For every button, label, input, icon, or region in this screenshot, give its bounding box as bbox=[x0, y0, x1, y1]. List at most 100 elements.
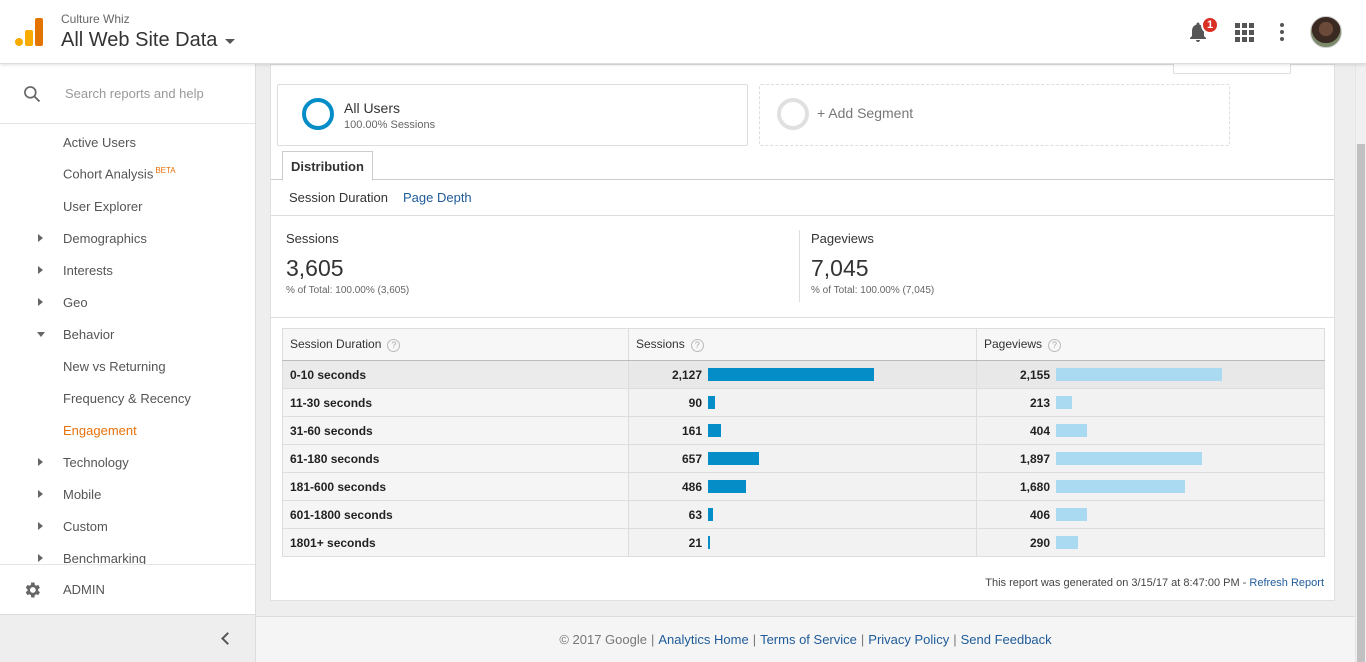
sidebar-item-frequency-recency[interactable]: Frequency & Recency bbox=[0, 382, 255, 414]
sidebar-item-active-users[interactable]: Active Users bbox=[0, 126, 255, 158]
sidebar-item-custom[interactable]: Custom bbox=[0, 510, 255, 542]
more-vert-icon[interactable] bbox=[1270, 20, 1294, 44]
help-icon[interactable]: ? bbox=[1048, 338, 1062, 352]
pageviews-value: 404 bbox=[1029, 424, 1050, 438]
sidebar-item-mobile[interactable]: Mobile bbox=[0, 478, 255, 510]
pageviews-value: 2,155 bbox=[1019, 368, 1050, 382]
pageviews-value: 213 bbox=[1029, 396, 1050, 410]
table-header-row: Session Duration? Sessions? Pageviews? bbox=[282, 328, 1325, 361]
collapse-sidebar-button[interactable] bbox=[0, 614, 255, 662]
sidebar-item-label: Mobile bbox=[63, 486, 102, 502]
pageviews-cell: 404 bbox=[976, 416, 1325, 445]
property-name: All Web Site Data bbox=[61, 29, 218, 51]
footer-separator: | bbox=[752, 632, 757, 647]
add-segment-button[interactable]: + Add Segment bbox=[759, 84, 1230, 146]
pageviews-bar bbox=[1056, 508, 1087, 521]
search-icon bbox=[24, 86, 41, 103]
pageviews-cell: 290 bbox=[976, 528, 1325, 557]
property-selector[interactable]: All Web Site Data bbox=[61, 29, 236, 52]
sidebar-item-behavior[interactable]: Behavior bbox=[0, 318, 255, 350]
table-row: 1801+ seconds 21 290 bbox=[282, 528, 1325, 557]
apps-grid-icon[interactable] bbox=[1232, 20, 1256, 44]
sidebar-item-new-vs-returning[interactable]: New vs Returning bbox=[0, 350, 255, 382]
footer-link-terms[interactable]: Terms of Service bbox=[760, 632, 857, 647]
pageviews-metric: Pageviews 7,045 % of Total: 100.00% (7,0… bbox=[811, 231, 934, 296]
col-sessions[interactable]: Sessions? bbox=[628, 328, 977, 361]
sessions-cell: 657 bbox=[628, 444, 977, 473]
col-label: Pageviews bbox=[984, 337, 1043, 352]
sidebar-item-label: Geo bbox=[63, 294, 88, 310]
col-label: Sessions bbox=[636, 337, 685, 352]
sessions-value: 90 bbox=[688, 396, 702, 410]
sidebar-item-demographics[interactable]: Demographics bbox=[0, 222, 255, 254]
sidebar-item-cohort-analysis[interactable]: Cohort Analysis BETA bbox=[0, 158, 255, 190]
report-generated-note: This report was generated on 3/15/17 at … bbox=[985, 577, 1324, 589]
pageviews-value: 7,045 bbox=[811, 255, 869, 281]
footer-link-privacy[interactable]: Privacy Policy bbox=[868, 632, 950, 647]
footer-link-analytics-home[interactable]: Analytics Home bbox=[658, 632, 749, 647]
pageviews-cell: 213 bbox=[976, 388, 1325, 417]
scrollbar-thumb[interactable] bbox=[1357, 144, 1365, 662]
table-row: 11-30 seconds 90 213 bbox=[282, 388, 1325, 417]
sessions-value: 486 bbox=[681, 480, 702, 494]
analytics-logo-icon[interactable] bbox=[15, 18, 43, 46]
table-body: 0-10 seconds 2,127 2,155 11-30 seconds 90 213… bbox=[282, 360, 1325, 557]
summary-metrics: Sessions 3,605 % of Total: 100.00% (3,60… bbox=[271, 216, 1334, 318]
sessions-value: 2,127 bbox=[671, 368, 702, 382]
collapse-arrow-icon bbox=[37, 331, 45, 337]
row-dimension: 31-60 seconds bbox=[282, 416, 629, 445]
sidebar-item-geo[interactable]: Geo bbox=[0, 286, 255, 318]
sidebar-item-technology[interactable]: Technology bbox=[0, 446, 255, 478]
toolbar-fragment bbox=[1173, 61, 1291, 74]
account-name: Culture Whiz bbox=[61, 12, 130, 26]
expand-arrow-icon bbox=[38, 522, 43, 530]
segment-all-users[interactable]: All Users 100.00% Sessions bbox=[277, 84, 748, 146]
footer-link-feedback[interactable]: Send Feedback bbox=[960, 632, 1052, 647]
add-segment-label: + Add Segment bbox=[817, 105, 914, 121]
col-label: Session Duration bbox=[290, 337, 382, 352]
sessions-bar bbox=[708, 452, 759, 465]
top-header: Culture Whiz All Web Site Data 1 bbox=[0, 0, 1366, 64]
page-scrollbar[interactable] bbox=[1355, 64, 1366, 662]
sidebar-item-interests[interactable]: Interests bbox=[0, 254, 255, 286]
pageviews-label: Pageviews bbox=[811, 231, 874, 246]
refresh-report-link[interactable]: Refresh Report bbox=[1249, 577, 1324, 589]
metric-divider bbox=[799, 230, 800, 302]
pageviews-cell: 1,680 bbox=[976, 472, 1325, 501]
admin-button[interactable]: ADMIN bbox=[0, 564, 255, 614]
table-row: 601-1800 seconds 63 406 bbox=[282, 500, 1325, 529]
tab-distribution[interactable]: Distribution bbox=[282, 151, 373, 181]
pageviews-value: 1,897 bbox=[1019, 452, 1050, 466]
sessions-value: 3,605 bbox=[286, 255, 344, 281]
footer-separator: | bbox=[650, 632, 655, 647]
beta-badge: BETA bbox=[155, 166, 176, 176]
col-pageviews[interactable]: Pageviews? bbox=[976, 328, 1325, 361]
help-icon[interactable]: ? bbox=[387, 338, 401, 352]
sessions-bar bbox=[708, 480, 746, 493]
sessions-value: 63 bbox=[688, 508, 702, 522]
search-box[interactable]: Search reports and help bbox=[0, 64, 255, 124]
user-avatar[interactable] bbox=[1310, 16, 1342, 48]
pageviews-value: 290 bbox=[1029, 536, 1050, 550]
expand-arrow-icon bbox=[38, 490, 43, 498]
pageviews-bar bbox=[1056, 368, 1222, 381]
admin-label: ADMIN bbox=[63, 582, 105, 597]
sessions-cell: 63 bbox=[628, 500, 977, 529]
row-dimension: 181-600 seconds bbox=[282, 472, 629, 501]
sidebar-item-benchmarking[interactable]: Benchmarking bbox=[0, 542, 255, 564]
subtab-page-depth[interactable]: Page Depth bbox=[403, 190, 472, 205]
row-dimension: 601-1800 seconds bbox=[282, 500, 629, 529]
sessions-metric: Sessions 3,605 % of Total: 100.00% (3,60… bbox=[286, 231, 409, 296]
sessions-bar bbox=[708, 424, 721, 437]
search-placeholder[interactable]: Search reports and help bbox=[65, 86, 204, 101]
col-session-duration[interactable]: Session Duration? bbox=[282, 328, 629, 361]
sessions-cell: 486 bbox=[628, 472, 977, 501]
sidebar-item-label: User Explorer bbox=[63, 198, 143, 214]
sidebar-item-engagement[interactable]: Engagement bbox=[0, 414, 255, 446]
sidebar-item-user-explorer[interactable]: User Explorer bbox=[0, 190, 255, 222]
help-icon[interactable]: ? bbox=[690, 338, 704, 352]
subtab-session-duration[interactable]: Session Duration bbox=[289, 190, 388, 205]
sidebar-item-label: Custom bbox=[63, 518, 108, 534]
sidebar-item-label: Engagement bbox=[63, 422, 137, 438]
pageviews-bar bbox=[1056, 424, 1087, 437]
